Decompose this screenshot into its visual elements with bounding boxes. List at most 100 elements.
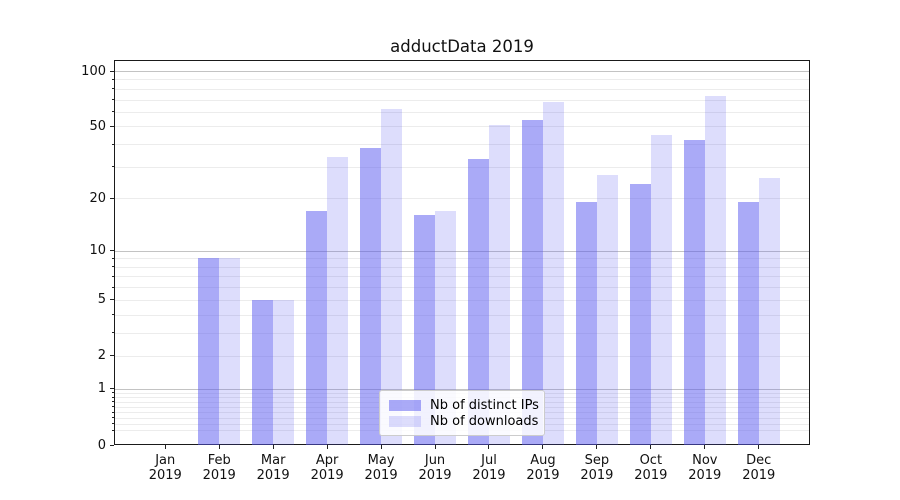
gridline-minor: [115, 266, 809, 268]
y-tick-label: 50: [89, 118, 106, 134]
x-tick-label: Feb 2019: [184, 453, 254, 483]
bar-downloads-dec: [758, 177, 780, 445]
x-tick-label-year: 2019: [526, 468, 560, 483]
gridline-major: [115, 250, 809, 252]
bar-distinct-ips-oct: [629, 184, 651, 445]
x-tick-mark: [326, 445, 328, 449]
x-tick-label-year: 2019: [364, 468, 398, 483]
x-tick-label: May 2019: [346, 453, 416, 483]
bar-downloads-aug: [542, 101, 564, 445]
bar-downloads-jul: [488, 124, 510, 445]
x-tick-label: Dec 2019: [724, 453, 794, 483]
bar-downloads-feb: [219, 258, 241, 445]
y-minor-tick-mark: [111, 257, 114, 259]
gridline-minor: [115, 88, 809, 90]
y-minor-tick-mark: [111, 429, 114, 431]
y-minor-tick-mark: [111, 275, 114, 277]
x-tick-label: Jul 2019: [454, 453, 524, 483]
chart-title: adductData 2019: [390, 37, 534, 56]
x-tick-label-year: 2019: [634, 468, 668, 483]
gridline-minor: [115, 99, 809, 101]
bar-distinct-ips-nov: [683, 140, 705, 445]
gridline-major: [115, 71, 809, 72]
x-tick-label: Jun 2019: [400, 453, 470, 483]
gridline-minor: [115, 287, 809, 289]
bar-downloads-oct: [650, 134, 672, 445]
bar-distinct-ips-sep: [575, 202, 597, 445]
x-tick-label: Oct 2019: [616, 453, 686, 483]
gridline-minor: [115, 258, 809, 260]
y-minor-tick-mark: [111, 423, 114, 425]
x-tick-label-year: 2019: [202, 468, 236, 483]
bar-distinct-ips-aug: [521, 120, 543, 445]
bar-downloads-nov: [704, 96, 726, 445]
gridline-minor: [115, 355, 809, 357]
x-tick-label: Mar 2019: [238, 453, 308, 483]
x-tick-label: Sep 2019: [562, 453, 632, 483]
legend-item-downloads: Nb of downloads: [389, 414, 538, 429]
y-minor-tick-mark: [111, 111, 114, 113]
y-minor-tick-mark: [111, 417, 114, 419]
plot-area: [114, 60, 810, 445]
x-tick-label-year: 2019: [310, 468, 344, 483]
y-minor-tick-mark: [111, 197, 114, 199]
y-tick-label: 2: [97, 348, 106, 364]
y-tick-label: 0: [97, 437, 106, 453]
y-minor-tick-mark: [111, 88, 114, 90]
bar-downloads-sep: [596, 174, 618, 445]
y-minor-tick-mark: [111, 392, 114, 394]
y-tick-mark: [110, 444, 114, 446]
bar-distinct-ips-jun: [414, 215, 436, 445]
x-tick-mark: [596, 445, 598, 449]
gridline-minor: [115, 299, 809, 301]
bar-distinct-ips-apr: [306, 210, 328, 445]
bar-downloads-jun: [435, 210, 457, 445]
x-tick-mark: [380, 445, 382, 449]
y-minor-tick-mark: [111, 286, 114, 288]
y-minor-tick-mark: [111, 266, 114, 268]
y-tick-mark: [110, 70, 114, 72]
y-minor-tick-mark: [111, 78, 114, 80]
bar-downloads-apr: [327, 156, 349, 445]
gridline-major: [115, 388, 809, 390]
y-minor-tick-mark: [111, 411, 114, 413]
y-tick-mark: [110, 388, 114, 390]
x-tick-label: Apr 2019: [292, 453, 362, 483]
x-tick-label-year: 2019: [688, 468, 722, 483]
x-tick-label-year: 2019: [418, 468, 452, 483]
gridline-minor: [115, 126, 809, 128]
y-tick-label: 100: [81, 63, 106, 79]
gridline-minor: [115, 332, 809, 334]
y-minor-tick-mark: [111, 406, 114, 408]
x-tick-mark: [272, 445, 274, 449]
y-minor-tick-mark: [111, 332, 114, 334]
x-tick-mark: [542, 445, 544, 449]
x-tick-label: Aug 2019: [508, 453, 578, 483]
x-tick-mark: [488, 445, 490, 449]
x-tick-label-year: 2019: [256, 468, 290, 483]
bar-distinct-ips-may: [360, 148, 382, 445]
y-minor-tick-mark: [111, 314, 114, 316]
y-tick-label: 20: [89, 190, 106, 206]
x-tick-mark: [650, 445, 652, 449]
legend-item-distinct-ips: Nb of distinct IPs: [389, 398, 539, 413]
y-minor-tick-mark: [111, 125, 114, 127]
gridline-minor: [115, 144, 809, 146]
x-tick-label-year: 2019: [742, 468, 776, 483]
x-tick-mark: [758, 445, 760, 449]
y-minor-tick-mark: [111, 401, 114, 403]
x-tick-label-year: 2019: [148, 468, 182, 483]
gridline-minor: [115, 198, 809, 200]
legend-label-distinct-ips: Nb of distinct IPs: [430, 398, 539, 413]
x-tick-mark: [434, 445, 436, 449]
x-tick-label-year: 2019: [472, 468, 506, 483]
x-tick-label: Jan 2019: [130, 453, 200, 483]
x-tick-mark: [218, 445, 220, 449]
gridline-minor: [115, 314, 809, 316]
x-tick-label-year: 2019: [580, 468, 614, 483]
bar-distinct-ips-jul: [467, 159, 489, 445]
bar-distinct-ips-mar: [252, 299, 274, 445]
gridline-minor: [115, 79, 809, 81]
y-tick-label: 1: [97, 381, 106, 397]
